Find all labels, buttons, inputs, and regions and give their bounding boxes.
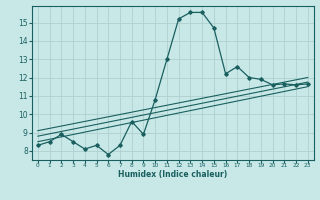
X-axis label: Humidex (Indice chaleur): Humidex (Indice chaleur) <box>118 170 228 179</box>
